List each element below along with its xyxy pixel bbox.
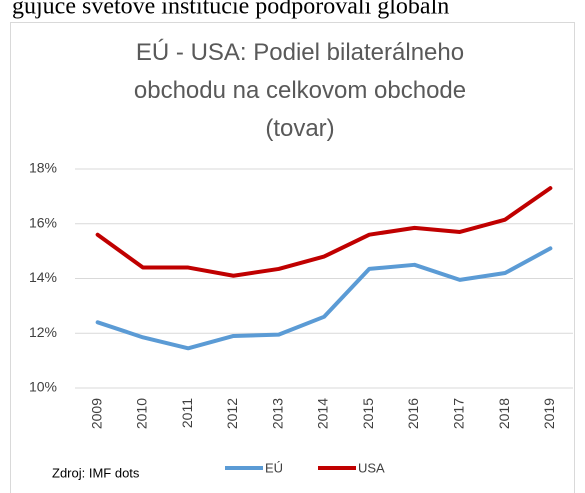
line (95, 186, 553, 278)
y-tick-label: 16% (29, 214, 57, 230)
x-tick-label: 2017 (451, 398, 467, 429)
page-text: gujúce svetové inštitúcie podporovali gl… (12, 0, 449, 20)
x-tick-label: 2018 (496, 398, 512, 429)
x-tick-label: 2019 (541, 398, 557, 429)
line (95, 246, 553, 351)
legend-label: USA (358, 460, 385, 475)
x-tick-label: 2014 (315, 398, 331, 429)
y-tick-label: 18% (29, 160, 57, 176)
chart-title: EÚ - USA: Podiel bilaterálneho obchodu n… (133, 39, 467, 142)
chart-border (10, 22, 575, 493)
x-tick-label: 2016 (405, 398, 421, 429)
legend-label: EÚ (265, 460, 283, 475)
x-tick-label: 2013 (269, 398, 285, 429)
x-tick-label: 2015 (360, 398, 376, 429)
y-tick-label: 12% (29, 324, 57, 340)
x-tick-label: 2012 (224, 398, 240, 429)
source: Zdroj: IMF dots (52, 465, 140, 480)
x-tick-label: 2009 (88, 398, 104, 429)
y-tick-label: 14% (29, 269, 57, 285)
x-tick-label: 2011 (179, 398, 195, 428)
y-tick-label: 10% (29, 379, 57, 395)
x-tick-label: 2010 (134, 398, 150, 429)
